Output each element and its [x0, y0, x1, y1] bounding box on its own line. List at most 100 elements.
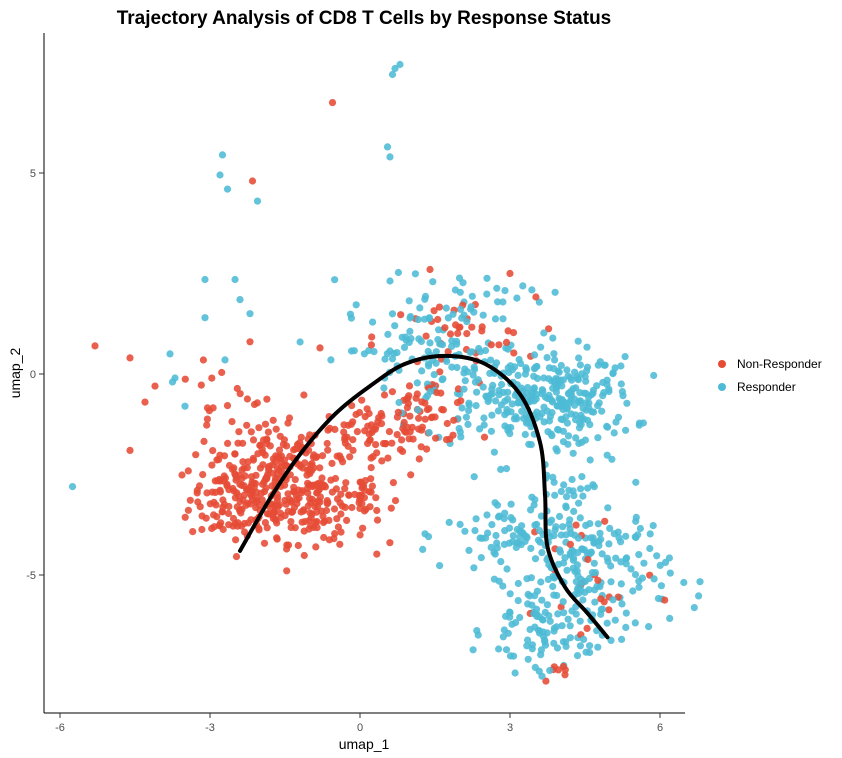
responder-point — [545, 391, 553, 399]
non-responder-point — [91, 342, 99, 350]
responder-point — [527, 441, 535, 449]
non-responder-point — [184, 467, 192, 475]
responder-point — [612, 554, 620, 562]
responder-point — [578, 545, 586, 553]
non-responder-point — [327, 476, 335, 484]
responder-point — [530, 501, 538, 509]
non-responder-point — [225, 461, 234, 470]
responder-point — [534, 536, 543, 544]
non-responder-point — [301, 518, 309, 526]
responder-point — [434, 336, 442, 344]
responder-point — [424, 533, 433, 541]
responder-point — [383, 350, 391, 358]
responder-point — [530, 372, 538, 380]
non-responder-point — [200, 437, 208, 445]
responder-point — [635, 419, 644, 427]
non-responder-point — [454, 385, 462, 393]
responder-point — [650, 575, 658, 583]
responder-point — [456, 305, 465, 313]
non-responder-point — [297, 433, 305, 441]
responder-point — [523, 575, 531, 583]
responder-point — [502, 465, 511, 473]
non-responder-point — [328, 488, 336, 496]
responder-point — [396, 60, 404, 69]
responder-point — [537, 343, 545, 351]
responder-point — [591, 569, 600, 577]
non-responder-point — [378, 457, 386, 465]
responder-point — [383, 143, 392, 151]
responder-point — [578, 473, 586, 481]
non-responder-point — [304, 502, 312, 510]
responder-point — [585, 399, 593, 407]
non-responder-point — [248, 478, 256, 486]
responder-point — [503, 565, 511, 573]
responder-point — [579, 404, 587, 412]
responder-point — [598, 550, 606, 558]
responder-point — [527, 544, 535, 553]
responder-point — [507, 500, 515, 508]
non-responder-point — [224, 439, 232, 447]
responder-point — [491, 315, 500, 323]
responder-point — [171, 374, 179, 382]
responder-point — [559, 438, 568, 446]
non-responder-point — [601, 517, 609, 525]
responder-point — [500, 626, 508, 634]
responder-point — [419, 545, 427, 554]
non-responder-point — [304, 479, 312, 487]
non-responder-point — [217, 519, 225, 527]
non-responder-point — [287, 518, 295, 526]
responder-point — [458, 314, 466, 322]
responder-point — [541, 608, 549, 617]
non-responder-point — [341, 485, 349, 493]
responder-point — [551, 356, 559, 364]
responder-point — [654, 594, 663, 603]
responder-point — [561, 554, 569, 562]
responder-point — [494, 407, 502, 415]
non-responder-point — [328, 459, 336, 467]
x-tick-label: 6 — [657, 722, 663, 734]
responder-point — [610, 429, 618, 437]
responder-point — [584, 484, 592, 492]
non-responder-point — [358, 396, 366, 404]
responder-point — [553, 644, 562, 652]
non-responder-point — [287, 523, 295, 532]
responder-point — [572, 434, 580, 442]
responder-point — [537, 512, 546, 520]
non-responder-point — [330, 535, 338, 543]
non-responder-point — [260, 539, 269, 547]
responder-point — [576, 642, 585, 650]
non-responder-point — [273, 534, 281, 542]
responder-point — [586, 520, 594, 528]
non-responder-point — [487, 341, 495, 349]
responder-point — [590, 408, 598, 416]
responder-point — [596, 529, 604, 537]
non-responder-point — [584, 555, 592, 564]
responder-point — [452, 337, 461, 345]
responder-point — [549, 334, 557, 342]
non-responder-point — [320, 533, 328, 542]
responder-point — [479, 383, 487, 391]
non-responder-point — [421, 415, 429, 423]
responder-point — [608, 455, 616, 463]
non-responder-point — [283, 541, 291, 549]
non-responder-point — [220, 452, 229, 460]
non-responder-point — [126, 446, 134, 454]
responder-point — [482, 534, 490, 542]
trajectory-line — [238, 353, 610, 640]
responder-point — [621, 353, 629, 361]
responder-point — [489, 381, 497, 389]
non-responder-point — [297, 508, 305, 516]
responder-point — [406, 314, 414, 322]
non-responder-point — [372, 441, 380, 449]
responder-point — [528, 601, 536, 609]
responder-point — [436, 562, 444, 570]
responder-point — [568, 475, 576, 484]
responder-point — [552, 445, 560, 453]
responder-point — [562, 503, 570, 512]
non-responder-point — [449, 431, 457, 439]
legend-swatch — [718, 360, 726, 368]
responder-point — [499, 582, 507, 590]
non-responder-point — [255, 524, 263, 532]
responder-point — [632, 478, 640, 486]
